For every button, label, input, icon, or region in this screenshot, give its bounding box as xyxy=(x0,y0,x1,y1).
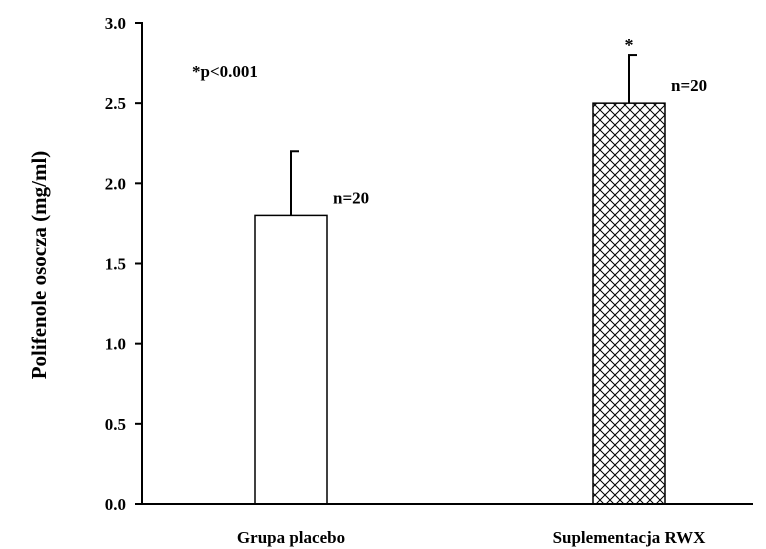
n-label: n=20 xyxy=(333,188,369,207)
y-tick-label: 1.5 xyxy=(105,255,126,274)
bar xyxy=(254,214,328,505)
y-tick-label: 3.0 xyxy=(105,14,126,33)
y-tick-label: 2.0 xyxy=(105,174,126,193)
bar xyxy=(592,102,666,505)
y-tick-label: 0.0 xyxy=(105,495,126,514)
significance-marker: * xyxy=(625,35,634,55)
bars xyxy=(254,54,666,505)
y-tick-label: 0.5 xyxy=(105,415,126,434)
y-tick-label: 2.5 xyxy=(105,94,126,113)
y-axis-ticks: 0.0 0.5 1.0 1.5 2.0 2.5 3.0 xyxy=(105,14,142,514)
x-category-label: Suplementacja RWX xyxy=(553,528,707,547)
p-value-annotation: *p<0.001 xyxy=(192,62,258,81)
n-label: n=20 xyxy=(671,76,707,95)
x-category-label: Grupa placebo xyxy=(237,528,345,547)
y-tick-label: 1.0 xyxy=(105,335,126,354)
bar-labels: n=20 Grupa placebo n=20 * Suplementacja RWX xyxy=(237,35,707,547)
y-axis-title: Polifenole osocza (mg/ml) xyxy=(27,151,51,380)
